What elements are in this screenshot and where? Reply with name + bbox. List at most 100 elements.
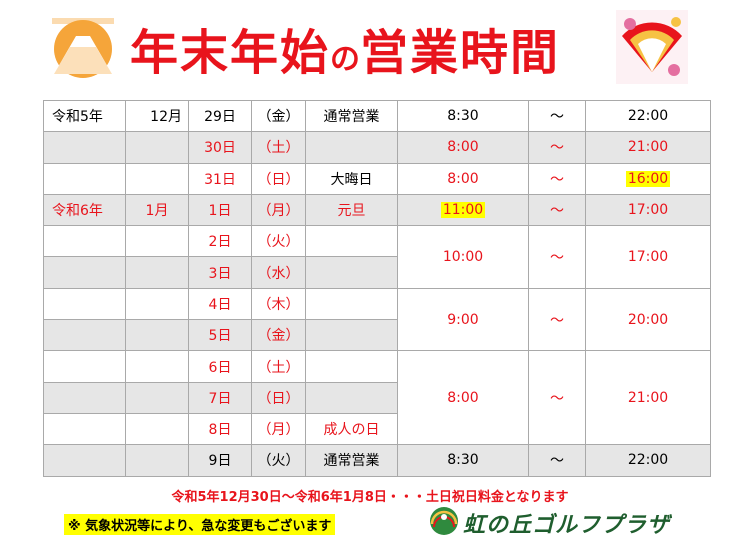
note-cell [305, 256, 398, 289]
note-cell: 元旦 [305, 193, 398, 227]
page-title: 年末年始の営業時間 [130, 18, 610, 88]
era-cell [43, 319, 126, 352]
mount-fuji-icon [52, 18, 114, 78]
note-cell: 通常営業 [305, 99, 398, 133]
open-time-cell: 8:30 [397, 99, 529, 133]
month-cell [125, 412, 189, 446]
close-time-cell: 21:00 [585, 131, 711, 164]
open-time-cell: 8:30 [397, 444, 529, 477]
tilde-cell: ～ [528, 162, 586, 195]
pricing-note: 令和5年12月30日～令和6年1月8日・・・土日祝日料金となります [171, 490, 569, 505]
day-cell: 31日 [188, 162, 252, 195]
close-time-cell: 22:00 [585, 444, 711, 477]
weekday-cell: （月） [251, 412, 306, 446]
month-cell [125, 381, 189, 414]
close-time-highlight: 16:00 [625, 170, 671, 187]
tilde-cell: ～ [528, 350, 586, 446]
month-cell: 12月 [125, 99, 189, 133]
close-time-cell: 20:00 [585, 287, 711, 352]
weekday-cell: （水） [251, 256, 306, 289]
title-tail: 営業時間 [360, 25, 561, 81]
open-time-cell: 10:00 [397, 225, 529, 289]
era-cell [43, 350, 126, 383]
close-time-cell: 22:00 [585, 99, 711, 133]
note-cell [305, 319, 398, 352]
day-cell: 7日 [188, 381, 252, 414]
weekday-cell: （火） [251, 444, 306, 477]
warning-note: ※ 気象状況等により、急な変更もございます [64, 514, 336, 535]
day-cell: 4日 [188, 287, 252, 321]
table-row: 31日 （日） 大晦日 8:00 ～ 16:00 [43, 162, 711, 195]
weekday-cell: （土） [251, 131, 306, 164]
month-cell [125, 162, 189, 195]
tilde-cell: ～ [528, 99, 586, 133]
close-time-cell: 21:00 [585, 350, 711, 446]
day-cell: 5日 [188, 319, 252, 352]
table-row: 2日 （火） 10:00 ～ 17:00 [43, 225, 711, 289]
table-row: 3日 （水） [43, 256, 711, 289]
tilde-cell: ～ [528, 287, 586, 352]
table-row: 30日 （土） 8:00 ～ 21:00 [43, 131, 711, 164]
title-main: 年末年始 [130, 25, 331, 81]
weekday-cell: （火） [251, 225, 306, 258]
era-cell: 令和5年 [43, 99, 126, 133]
open-time-cell: 9:00 [397, 287, 529, 352]
era-cell [43, 412, 126, 446]
business-hours-table: 令和5年 12月 29日 （金） 通常営業 8:30 ～ 22:00 30日 （… [43, 99, 711, 477]
close-time-cell: 17:00 [585, 193, 711, 227]
month-cell [125, 319, 189, 352]
weekday-cell: （金） [251, 319, 306, 352]
day-cell: 2日 [188, 225, 252, 258]
month-cell [125, 287, 189, 321]
note-cell: 大晦日 [305, 162, 398, 195]
note-cell [305, 225, 398, 258]
table-row: 5日 （金） [43, 319, 711, 352]
day-cell: 29日 [188, 99, 252, 133]
weekday-cell: （日） [251, 381, 306, 414]
open-time-cell: 8:00 [397, 350, 529, 446]
open-time-cell: 11:00 [397, 193, 529, 227]
tilde-cell: ～ [528, 444, 586, 477]
note-cell [305, 381, 398, 414]
note-cell [305, 350, 398, 383]
era-cell [43, 131, 126, 164]
note-cell: 成人の日 [305, 412, 398, 446]
era-cell [43, 287, 126, 321]
day-cell: 1日 [188, 193, 252, 227]
month-cell [125, 225, 189, 258]
open-time-highlight: 11:00 [440, 202, 486, 219]
open-time-cell: 8:00 [397, 162, 529, 195]
close-time-cell: 17:00 [585, 225, 711, 289]
table-row: 令和5年 12月 29日 （金） 通常営業 8:30 ～ 22:00 [43, 99, 711, 133]
month-cell [125, 131, 189, 164]
era-cell: 令和6年 [43, 193, 126, 227]
note-cell [305, 131, 398, 164]
logo: 虹の丘ゴルフプラザ [427, 505, 687, 538]
logo-text: 虹の丘ゴルフプラザ [463, 513, 671, 538]
day-cell: 8日 [188, 412, 252, 446]
era-cell [43, 381, 126, 414]
note-cell: 通常営業 [305, 444, 398, 477]
weekday-cell: （金） [251, 99, 306, 133]
golf-logo-icon [430, 507, 458, 535]
title-particle: の [330, 42, 361, 77]
day-cell: 6日 [188, 350, 252, 383]
era-cell [43, 225, 126, 258]
weekday-cell: （土） [251, 350, 306, 383]
table-row: 7日 （日） [43, 381, 711, 414]
month-cell [125, 444, 189, 477]
weekday-cell: （日） [251, 162, 306, 195]
note-cell [305, 287, 398, 321]
month-cell [125, 256, 189, 289]
table-row: 令和6年 1月 1日 （月） 元旦 11:00 ～ 17:00 [43, 193, 711, 227]
month-cell [125, 350, 189, 383]
weekday-cell: （月） [251, 193, 306, 227]
table-row: 6日 （土） 8:00 ～ 21:00 [43, 350, 711, 446]
era-cell [43, 444, 126, 477]
day-cell: 3日 [188, 256, 252, 289]
era-cell [43, 162, 126, 195]
tilde-cell: ～ [528, 193, 586, 227]
day-cell: 9日 [188, 444, 252, 477]
folding-fan-icon [616, 10, 688, 84]
table-row: 4日 （木） 9:00 ～ 20:00 [43, 287, 711, 352]
